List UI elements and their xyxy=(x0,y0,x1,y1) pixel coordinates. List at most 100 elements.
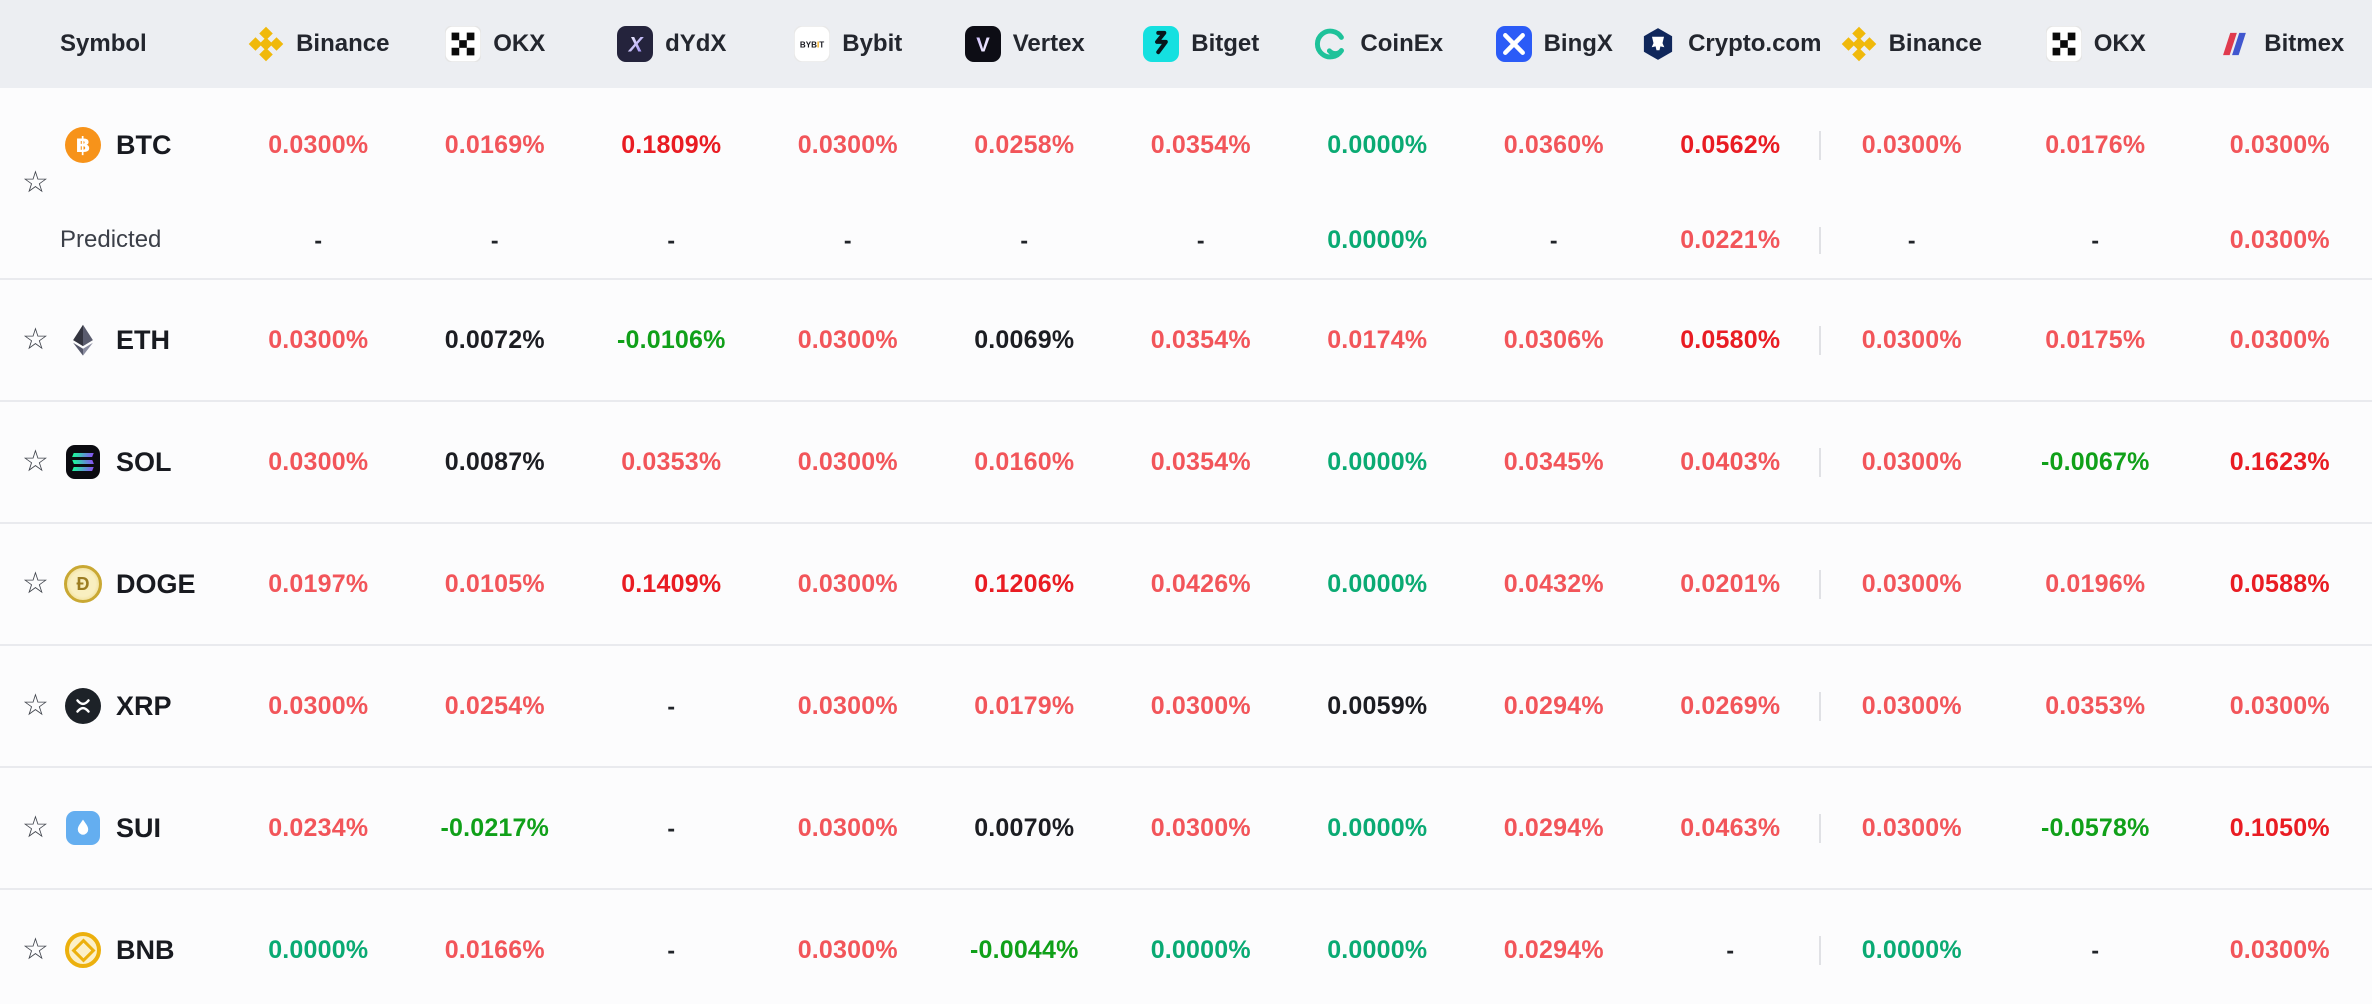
rate-doge-crypto-com: 0.0201% xyxy=(1680,569,1781,598)
table-row-doge: ☆ Ð DOGE 0.0197% 0.0105% 0.1409% 0.0300% 0.1206… xyxy=(0,524,2372,646)
exchange-name: OKX xyxy=(493,30,546,57)
symbol-label: DOGE xyxy=(116,568,196,599)
rate-eth-bingx: 0.0306% xyxy=(1503,325,1604,354)
rate-bnb-bybit: 0.0300% xyxy=(797,935,898,964)
coinex-icon xyxy=(1311,25,1349,63)
rate-sui-bitmex: 0.1050% xyxy=(2229,813,2330,842)
column-header-bingx[interactable]: BingX xyxy=(1466,25,1643,63)
exchange-name: Binance xyxy=(296,30,390,57)
rate-btc-binance: 0.0300% xyxy=(1818,130,2004,160)
rate-sol-okx: 0.0087% xyxy=(444,447,545,476)
rate-sui-vertex: 0.0070% xyxy=(974,813,1075,842)
rate-bnb-vertex: -0.0044% xyxy=(969,935,1079,964)
bybit-icon: BYBIT xyxy=(793,25,831,63)
svg-text:BYBIT: BYBIT xyxy=(800,40,824,49)
table-row-bnb: ☆ BNB 0.0000% 0.0166% - 0.0300% -0.0044% 0.0000… xyxy=(0,890,2372,1004)
symbol-cell-sui[interactable]: SUI xyxy=(0,809,230,847)
exchange-name: Binance xyxy=(1888,30,1982,57)
rate-sol-vertex: 0.0160% xyxy=(974,447,1075,476)
rate-btc-coinex: 0.0000% xyxy=(1327,130,1428,159)
rate-eth-crypto-com: 0.0580% xyxy=(1680,325,1781,354)
rate-btc-vertex: 0.0258% xyxy=(974,130,1075,159)
rate-bnb-dydx: - xyxy=(667,936,676,963)
column-header-okx[interactable]: OKX xyxy=(407,25,584,63)
rate-doge-coinex: 0.0000% xyxy=(1327,569,1428,598)
predicted-rate-btc-bitget: - xyxy=(1196,226,1205,253)
rate-sol-bitget: 0.0354% xyxy=(1150,447,1251,476)
rate-btc-crypto-com: 0.0562% xyxy=(1680,130,1781,159)
symbol-cell-xrp[interactable]: XRP xyxy=(0,687,230,725)
symbol-cell-btc[interactable]: ฿ BTC xyxy=(0,126,230,164)
sui-icon xyxy=(64,809,102,847)
symbol-label: BNB xyxy=(116,934,175,965)
rate-xrp-bitget: 0.0300% xyxy=(1150,691,1251,720)
column-header-bitget[interactable]: Bitget xyxy=(1113,25,1290,63)
favorite-star-icon[interactable]: ☆ xyxy=(22,322,49,357)
rate-sui-okx: -0.0578% xyxy=(2040,813,2150,842)
rate-xrp-coinex: 0.0059% xyxy=(1327,691,1428,720)
favorite-star-icon[interactable]: ☆ xyxy=(22,165,49,200)
rate-sui-binance: 0.0234% xyxy=(268,813,369,842)
symbol-label: XRP xyxy=(116,690,172,721)
rate-bnb-crypto-com: - xyxy=(1726,936,1735,963)
rate-doge-dydx: 0.1409% xyxy=(621,569,722,598)
rate-bnb-okx: - xyxy=(2091,936,2100,963)
favorite-star-icon[interactable]: ☆ xyxy=(22,932,49,967)
rate-sol-bingx: 0.0345% xyxy=(1503,447,1604,476)
btc-icon: ฿ xyxy=(64,126,102,164)
rate-btc-okx: 0.0169% xyxy=(444,130,545,159)
favorite-star-icon[interactable]: ☆ xyxy=(22,566,49,601)
rate-doge-binance: 0.0197% xyxy=(268,569,369,598)
predicted-rate-btc-bybit: - xyxy=(843,226,852,253)
rate-sol-okx: -0.0067% xyxy=(2040,447,2150,476)
rate-doge-vertex: 0.1206% xyxy=(974,569,1075,598)
predicted-rate-btc-dydx: - xyxy=(667,226,676,253)
column-header-vertex[interactable]: V Vertex xyxy=(936,25,1113,63)
favorite-star-icon[interactable]: ☆ xyxy=(22,810,49,845)
xrp-icon xyxy=(64,687,102,725)
bnb-icon xyxy=(64,931,102,969)
predicted-rate-btc-okx: - xyxy=(2091,226,2100,253)
predicted-rate-btc-crypto-com: 0.0221% xyxy=(1680,225,1781,254)
rate-sui-dydx: - xyxy=(667,814,676,841)
rate-sui-bingx: 0.0294% xyxy=(1503,813,1604,842)
symbol-cell-sol[interactable]: SOL xyxy=(0,443,230,481)
exchange-name: OKX xyxy=(2093,30,2146,57)
predicted-rate-btc-binance: - xyxy=(314,226,323,253)
exchange-name: Bitmex xyxy=(2264,30,2345,57)
symbol-cell-bnb[interactable]: BNB xyxy=(0,931,230,969)
rate-bnb-binance: 0.0000% xyxy=(1818,935,2004,965)
rate-doge-bybit: 0.0300% xyxy=(797,569,898,598)
column-header-okx[interactable]: OKX xyxy=(2003,25,2188,63)
column-header-binance[interactable]: Binance xyxy=(1819,25,2004,63)
predicted-rate-btc-bitmex: 0.0300% xyxy=(2229,225,2330,254)
favorite-star-icon[interactable]: ☆ xyxy=(22,688,49,723)
rate-sol-crypto-com: 0.0403% xyxy=(1680,447,1781,476)
column-header-binance[interactable]: Binance xyxy=(230,25,407,63)
rate-bnb-bingx: 0.0294% xyxy=(1503,935,1604,964)
symbol-cell-doge[interactable]: Ð DOGE xyxy=(0,565,230,603)
column-header-bitmex[interactable]: Bitmex xyxy=(2188,25,2372,63)
predicted-rate-btc-okx: - xyxy=(490,226,499,253)
rate-sui-coinex: 0.0000% xyxy=(1327,813,1428,842)
column-header-bybit[interactable]: BYBIT Bybit xyxy=(760,25,937,63)
svg-text:V: V xyxy=(976,35,990,57)
rate-xrp-bybit: 0.0300% xyxy=(797,691,898,720)
rate-eth-bybit: 0.0300% xyxy=(797,325,898,354)
exchange-name: Crypto.com xyxy=(1688,30,1822,57)
bitget-icon xyxy=(1142,25,1180,63)
column-header-crypto-com[interactable]: Crypto.com xyxy=(1639,25,1822,63)
rate-doge-bingx: 0.0432% xyxy=(1503,569,1604,598)
column-header-coinex[interactable]: CoinEx xyxy=(1289,25,1466,63)
cryptocom-icon xyxy=(1639,25,1677,63)
favorite-star-icon[interactable]: ☆ xyxy=(22,444,49,479)
exchange-name: Bybit xyxy=(842,30,903,57)
rate-sui-okx: -0.0217% xyxy=(440,813,550,842)
dydx-icon: X xyxy=(616,25,654,63)
rate-bnb-bitget: 0.0000% xyxy=(1150,935,1251,964)
symbol-cell-eth[interactable]: ETH xyxy=(0,321,230,359)
bitmex-icon xyxy=(2215,25,2253,63)
